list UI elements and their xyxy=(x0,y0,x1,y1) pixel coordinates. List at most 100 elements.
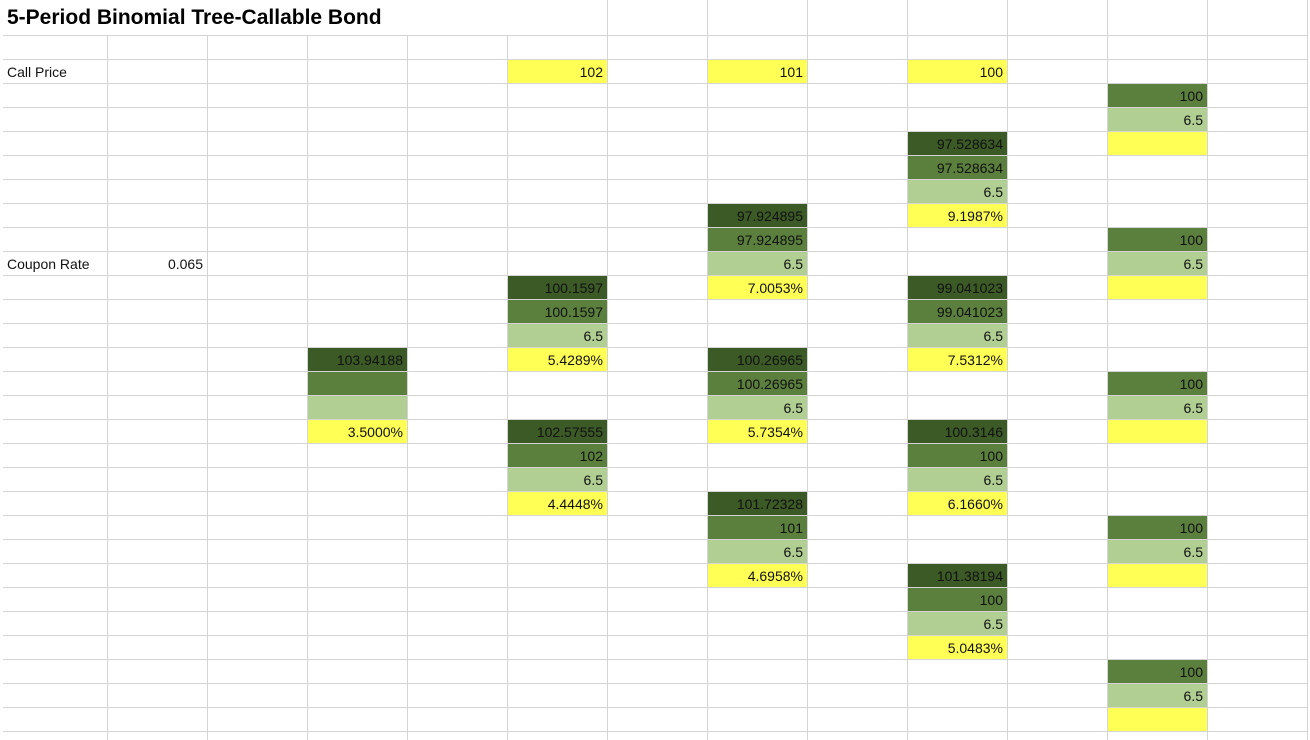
grid-cell xyxy=(108,732,208,740)
grid-cell xyxy=(608,372,708,396)
grid-cell xyxy=(908,492,1008,516)
called-value: 100 xyxy=(1108,84,1207,107)
grid-cell xyxy=(708,468,808,492)
grid-cell xyxy=(508,708,608,732)
grid-cell xyxy=(1008,252,1108,276)
grid-cell xyxy=(408,60,508,84)
grid-cell xyxy=(808,396,908,420)
grid-cell xyxy=(3,684,108,708)
grid-cell xyxy=(3,324,108,348)
grid-cell xyxy=(508,372,608,396)
node-value: 103.94188 xyxy=(308,348,407,371)
coupon: 6.5 xyxy=(908,468,1007,491)
coupon: 6.5 xyxy=(908,324,1007,347)
grid-cell xyxy=(808,252,908,276)
grid-cell xyxy=(908,516,1008,540)
grid-cell xyxy=(808,84,908,108)
grid-cell xyxy=(1208,660,1308,684)
called-value: 99.041023 xyxy=(908,300,1007,323)
grid-cell xyxy=(808,660,908,684)
grid-cell xyxy=(1208,252,1308,276)
grid-cell xyxy=(708,684,808,708)
rate: 7.5312% xyxy=(908,348,1007,371)
grid-cell xyxy=(1108,540,1208,564)
cell-fill xyxy=(1108,132,1207,155)
grid-cell xyxy=(408,444,508,468)
sheet-title: 5-Period Binomial Tree-Callable Bond xyxy=(3,0,508,36)
grid-cell xyxy=(1008,156,1108,180)
cell-fill xyxy=(1108,420,1207,443)
grid-cell xyxy=(608,588,708,612)
grid-cell xyxy=(308,660,408,684)
grid-cell xyxy=(708,636,808,660)
grid-cell xyxy=(908,108,1008,132)
grid-cell xyxy=(508,660,608,684)
grid-cell xyxy=(808,516,908,540)
cell-fill xyxy=(1108,564,1207,587)
grid-cell xyxy=(208,708,308,732)
grid-cell xyxy=(308,156,408,180)
grid-cell xyxy=(1208,396,1308,420)
grid-cell xyxy=(708,132,808,156)
grid-cell xyxy=(508,348,608,372)
grid-cell xyxy=(1208,708,1308,732)
grid-cell xyxy=(808,180,908,204)
grid-cell xyxy=(308,84,408,108)
grid-cell xyxy=(108,540,208,564)
grid-cell xyxy=(308,420,408,444)
grid-cell xyxy=(208,228,308,252)
grid-cell xyxy=(1008,444,1108,468)
grid-cell xyxy=(508,684,608,708)
grid-cell xyxy=(708,540,808,564)
grid-cell xyxy=(108,348,208,372)
coupon-rate: 0.065 xyxy=(167,256,203,272)
grid-cell xyxy=(508,0,608,36)
rate: 3.5000% xyxy=(308,420,407,443)
grid-cell xyxy=(1008,660,1108,684)
grid-cell xyxy=(1208,468,1308,492)
grid-cell xyxy=(708,300,808,324)
grid-cell xyxy=(3,36,108,60)
grid-cell xyxy=(508,324,608,348)
grid-cell xyxy=(708,36,808,60)
grid-cell xyxy=(608,0,708,36)
called-value: 100 xyxy=(1108,660,1207,683)
called-value: 100.26965 xyxy=(708,372,807,395)
grid-cell xyxy=(908,60,1008,84)
grid-cell xyxy=(408,492,508,516)
grid-cell xyxy=(908,348,1008,372)
grid-cell xyxy=(208,492,308,516)
grid-cell xyxy=(1108,252,1208,276)
row-label: Call Price xyxy=(7,64,67,80)
grid-cell xyxy=(808,204,908,228)
grid-cell xyxy=(608,492,708,516)
grid-cell xyxy=(3,180,108,204)
grid-cell xyxy=(808,732,908,740)
grid-cell xyxy=(808,36,908,60)
grid-cell xyxy=(208,300,308,324)
grid-cell xyxy=(508,612,608,636)
grid-cell xyxy=(108,564,208,588)
grid-cell xyxy=(108,372,208,396)
grid-cell xyxy=(1008,492,1108,516)
grid-cell xyxy=(1008,60,1108,84)
grid-cell xyxy=(308,612,408,636)
grid-cell xyxy=(908,684,1008,708)
grid-cell xyxy=(208,60,308,84)
grid-cell xyxy=(708,276,808,300)
grid-cell xyxy=(1008,228,1108,252)
grid-cell xyxy=(808,444,908,468)
grid-cell xyxy=(608,684,708,708)
grid-cell xyxy=(908,156,1008,180)
grid-cell xyxy=(908,36,1008,60)
grid-cell xyxy=(708,0,808,36)
grid-cell xyxy=(708,372,808,396)
grid-cell xyxy=(408,276,508,300)
grid-cell xyxy=(508,60,608,84)
grid-cell xyxy=(1208,612,1308,636)
grid-cell xyxy=(308,180,408,204)
grid-cell xyxy=(808,588,908,612)
grid-cell xyxy=(908,276,1008,300)
grid-cell xyxy=(908,84,1008,108)
